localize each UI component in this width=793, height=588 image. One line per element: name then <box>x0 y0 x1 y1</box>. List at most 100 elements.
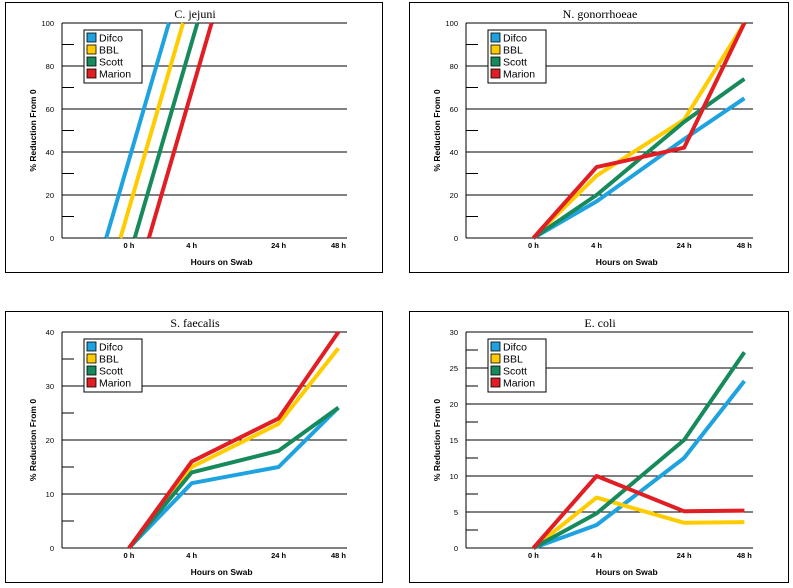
chart-panel-e-coli: E. coli 0 5 10 15 20 25 30 0 h 4 h 24 h 48 h Hours o… <box>409 311 789 583</box>
chart-panel-s-faecalis: S. faecalis 0 10 20 30 40 0 h 4 h 24 h 48 h Hours … <box>5 311 383 583</box>
x-tick-label: 48 h <box>737 241 752 250</box>
legend-swatch-scott <box>490 56 501 67</box>
legend-swatch-bbl <box>86 44 97 55</box>
y-tick-label: 30 <box>46 382 54 391</box>
y-tick-label: 20 <box>450 191 458 200</box>
y-axis-label: % Reduction From 0 <box>432 399 442 481</box>
y-axis-label: % Reduction From 0 <box>28 399 38 481</box>
series-line-difco <box>127 406 340 550</box>
legend-label-bbl: BBL <box>503 354 523 366</box>
series-line-scott <box>132 22 200 239</box>
series-line-scott <box>127 405 340 550</box>
x-tick-label: 24 h <box>271 551 286 560</box>
y-tick-label: 80 <box>450 62 458 71</box>
chart-title: S. faecalis <box>170 316 220 330</box>
x-tick-label: 0 h <box>124 241 135 250</box>
x-axis-label: Hours on Swab <box>596 567 658 577</box>
legend-label-scott: Scott <box>503 366 527 378</box>
legend-label-difco: Difco <box>99 33 123 45</box>
y-tick-label: 15 <box>450 436 458 445</box>
legend-swatch-bbl <box>490 353 501 364</box>
legend-label-scott: Scott <box>99 366 123 378</box>
legend-swatch-difco <box>86 341 97 352</box>
y-tick-label: 100 <box>41 19 54 28</box>
series-group <box>531 21 747 240</box>
x-axis-label: Hours on Swab <box>191 257 253 267</box>
series-line-difco <box>104 22 171 239</box>
legend-swatch-difco <box>86 32 97 43</box>
x-tick-label: 4 h <box>591 241 602 250</box>
chart-c-jejuni: C. jejuni 0 20 40 60 80 100 0 h 4 h 24 h 48 h Hours… <box>28 7 347 267</box>
y-tick-label: 60 <box>46 105 54 114</box>
y-tick-label: 5 <box>454 508 458 517</box>
series-line-scott <box>532 351 747 550</box>
legend-swatch-difco <box>490 32 501 43</box>
legend-swatch-marion <box>490 68 501 79</box>
legend-label-difco: Difco <box>503 33 527 45</box>
legend-swatch-marion <box>86 68 97 79</box>
x-tick-label: 24 h <box>677 551 692 560</box>
series-line-marion <box>127 330 341 550</box>
x-tick-label: 0 h <box>528 551 539 560</box>
y-tick-label: 0 <box>454 544 458 553</box>
x-axis-label: Hours on Swab <box>596 257 658 267</box>
series-line-bbl <box>118 22 186 239</box>
y-tick-label: 0 <box>454 234 458 243</box>
legend-label-marion: Marion <box>99 69 131 81</box>
y-tick-label: 20 <box>46 191 54 200</box>
series-line-difco <box>532 96 746 240</box>
legend-label-bbl: BBL <box>99 354 119 366</box>
series-group <box>531 351 747 550</box>
series-line-marion <box>531 474 745 550</box>
legend-label-bbl: BBL <box>99 45 119 57</box>
chart-e-coli: E. coli 0 5 10 15 20 25 30 0 h 4 h 24 h 48 h Hours o… <box>432 316 753 577</box>
x-axis-label: Hours on Swab <box>191 567 253 577</box>
legend-label-difco: Difco <box>503 342 527 354</box>
series-group <box>104 22 214 239</box>
y-tick-label: 60 <box>450 105 458 114</box>
legend-label-marion: Marion <box>99 378 131 390</box>
legend-label-scott: Scott <box>99 57 123 69</box>
chart-panel-c-jejuni: C. jejuni 0 20 40 60 80 100 0 h 4 h 24 h 48 h Hours… <box>5 2 383 273</box>
chart-panel-n-gonorrhoeae: N. gonorrhoeae 0 20 40 60 80 100 0 h 4 h 24 h 48 h… <box>409 2 789 273</box>
legend-swatch-scott <box>490 365 501 376</box>
legend-label-difco: Difco <box>99 342 123 354</box>
x-tick-label: 0 h <box>124 551 135 560</box>
legend-swatch-difco <box>490 341 501 352</box>
y-tick-label: 25 <box>450 364 458 373</box>
legend-swatch-bbl <box>490 44 501 55</box>
x-tick-label: 24 h <box>677 241 692 250</box>
y-axis-label: % Reduction From 0 <box>432 89 442 171</box>
series-line-bbl <box>532 495 745 550</box>
series-line-marion <box>146 22 214 239</box>
x-tick-label: 4 h <box>186 551 197 560</box>
x-tick-label: 0 h <box>528 241 539 250</box>
legend-swatch-scott <box>86 56 97 67</box>
y-tick-label: 100 <box>445 19 458 28</box>
y-tick-label: 0 <box>50 234 54 243</box>
legend-swatch-marion <box>86 377 97 388</box>
legend-label-scott: Scott <box>503 57 527 69</box>
y-tick-label: 40 <box>450 148 458 157</box>
chart-title: N. gonorrhoeae <box>563 7 638 21</box>
chart-n-gonorrhoeae: N. gonorrhoeae 0 20 40 60 80 100 0 h 4 h 24 h 48 h… <box>432 7 753 267</box>
y-tick-label: 0 <box>50 544 54 553</box>
x-tick-label: 24 h <box>271 241 286 250</box>
series-line-bbl <box>531 21 747 240</box>
chart-s-faecalis: S. faecalis 0 10 20 30 40 0 h 4 h 24 h 48 h Hours … <box>28 316 347 577</box>
y-tick-label: 10 <box>450 472 458 481</box>
legend-swatch-bbl <box>86 353 97 364</box>
y-tick-label: 80 <box>46 62 54 71</box>
y-tick-label: 40 <box>46 328 54 337</box>
legend-label-marion: Marion <box>503 378 535 390</box>
series-group <box>127 330 341 550</box>
series-line-marion <box>531 22 747 240</box>
y-tick-label: 40 <box>46 148 54 157</box>
y-tick-label: 10 <box>46 490 54 499</box>
x-tick-label: 4 h <box>591 551 602 560</box>
x-tick-label: 4 h <box>186 241 197 250</box>
chart-title: E. coli <box>584 316 616 330</box>
y-tick-label: 30 <box>450 328 458 337</box>
x-tick-label: 48 h <box>331 241 346 250</box>
x-tick-label: 48 h <box>737 551 752 560</box>
